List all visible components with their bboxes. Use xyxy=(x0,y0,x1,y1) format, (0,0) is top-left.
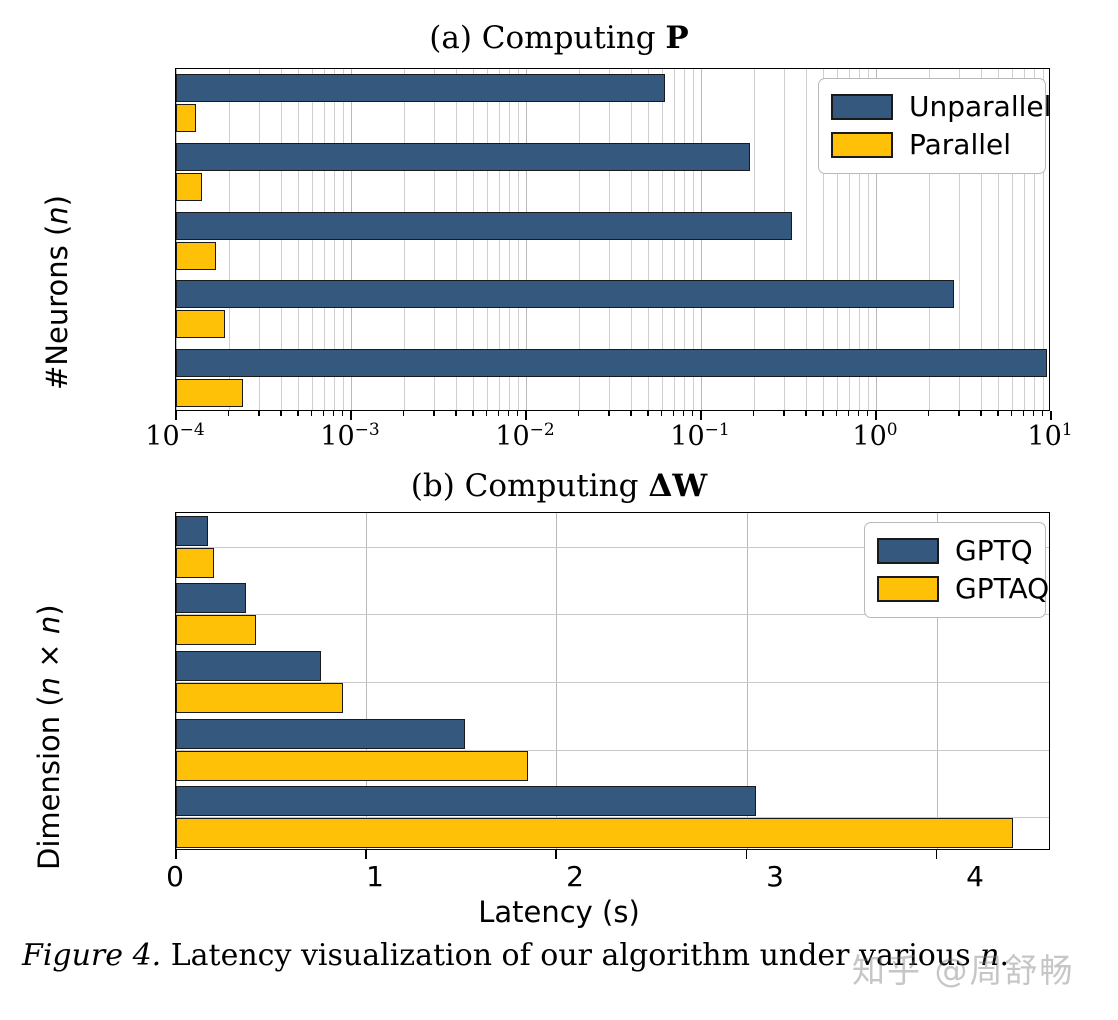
panel-b-legend-item[interactable]: GPTAQ xyxy=(877,570,1049,608)
panel-a-xtick-label: 101 xyxy=(1027,420,1073,452)
panel-a-legend-item[interactable]: Unparallel xyxy=(831,88,1051,126)
bar-gptaq-1024 xyxy=(176,547,215,578)
bar-gptaq-4096 xyxy=(176,683,344,713)
legend-swatch-gptaq xyxy=(877,576,939,602)
panel-a-title: (a) Computing P xyxy=(0,20,1118,56)
panel-a-ylabel: #Neurons (n) xyxy=(40,195,74,390)
zhihu-watermark: 知乎 @周舒畅 xyxy=(852,951,1075,990)
panel-a-ylabel-suffix: ) xyxy=(40,195,74,207)
panel-b-xtick-label: 3 xyxy=(766,860,784,893)
caption-var: n xyxy=(980,938,1000,973)
bar-gptaq-2048 xyxy=(176,615,256,646)
bar-gptq-4096 xyxy=(176,651,321,681)
panel-a-ylabel-prefix: #Neurons ( xyxy=(40,224,74,390)
bar-gptaq-16384 xyxy=(176,818,1013,849)
bar-unparallel-2048 xyxy=(176,142,750,171)
bar-parallel-8192 xyxy=(176,310,225,339)
panel-b: (b) Computing ΔW Dimension (n × n) 1,024… xyxy=(0,450,1118,930)
panel-b-ylabel-var: n xyxy=(32,676,66,696)
bar-parallel-16384 xyxy=(176,378,243,407)
panel-a-xtick-label: 100 xyxy=(852,420,898,452)
panel-b-bars xyxy=(176,513,1049,849)
panel-a-legend-label: Unparallel xyxy=(909,90,1052,123)
bar-unparallel-4096 xyxy=(176,211,792,240)
panel-b-xtick-label: 1 xyxy=(366,860,384,893)
figure-caption: Figure 4. Latency visualization of our a… xyxy=(22,938,1096,973)
panel-a-legend-item[interactable]: Parallel xyxy=(831,126,1031,164)
panel-b-xtick-label: 4 xyxy=(966,860,984,893)
panel-b-legend-label: GPTQ xyxy=(955,534,1033,567)
bar-gptq-2048 xyxy=(176,583,247,614)
bar-gptaq-8192 xyxy=(176,750,528,781)
panel-b-legend-item[interactable]: GPTQ xyxy=(877,532,1033,570)
bar-gptq-16384 xyxy=(176,786,757,817)
panel-b-ylabel-suffix: ) xyxy=(32,604,66,616)
panel-b-ylabel: Dimension (n × n) xyxy=(32,604,66,870)
bar-unparallel-1024 xyxy=(176,74,665,103)
bar-unparallel-8192 xyxy=(176,280,955,309)
legend-swatch-gptq xyxy=(877,538,939,564)
panel-b-ylabel-mid: × xyxy=(32,634,66,677)
legend-swatch-unparallel xyxy=(831,94,893,120)
bar-gptq-8192 xyxy=(176,718,466,749)
panel-a-bars xyxy=(176,69,1049,410)
panel-b-ylabel-prefix: Dimension ( xyxy=(32,695,66,870)
panel-b-title: (b) Computing ΔW xyxy=(0,468,1118,504)
panel-a-legend[interactable]: Unparallel Parallel xyxy=(818,78,1051,174)
panel-a-title-symbol: P xyxy=(665,20,689,56)
panel-a-legend-label: Parallel xyxy=(909,128,1012,161)
bar-parallel-1024 xyxy=(176,104,196,133)
panel-b-legend[interactable]: GPTQ GPTAQ xyxy=(864,522,1049,618)
panel-b-xtick-label: 0 xyxy=(166,860,184,893)
panel-a-title-prefix: (a) Computing xyxy=(429,20,666,56)
bar-gptq-1024 xyxy=(176,515,209,546)
caption-rest: Latency visualization of our algorithm u… xyxy=(161,938,981,973)
caption-end: . xyxy=(999,938,1009,973)
panel-a: (a) Computing P #Neurons (n) 1,024 2,048… xyxy=(0,0,1118,452)
panel-b-legend-label: GPTAQ xyxy=(955,572,1050,605)
panel-b-title-symbol: ΔW xyxy=(648,468,708,504)
panel-a-xtick-label: 10−4 xyxy=(145,420,205,452)
panel-a-ylabel-var: n xyxy=(40,206,74,225)
panel-b-xlabel: Latency (s) xyxy=(478,895,640,929)
panel-a-xtick-label: 10−1 xyxy=(670,420,730,452)
panel-a-xtick-label: 10−3 xyxy=(320,420,380,452)
bar-parallel-4096 xyxy=(176,241,217,270)
bar-unparallel-16384 xyxy=(176,348,1048,377)
panel-b-title-prefix: (b) Computing xyxy=(410,468,649,504)
panel-b-xticks xyxy=(175,850,1050,862)
legend-swatch-parallel xyxy=(831,132,893,158)
bar-parallel-2048 xyxy=(176,172,202,201)
panel-b-xtick-label: 2 xyxy=(566,860,584,893)
panel-a-xtick-label: 10−2 xyxy=(495,420,555,452)
panel-a-xticks xyxy=(175,411,1052,423)
panel-b-ylabel-var2: n xyxy=(32,615,66,635)
caption-lead: Figure 4. xyxy=(22,938,162,973)
